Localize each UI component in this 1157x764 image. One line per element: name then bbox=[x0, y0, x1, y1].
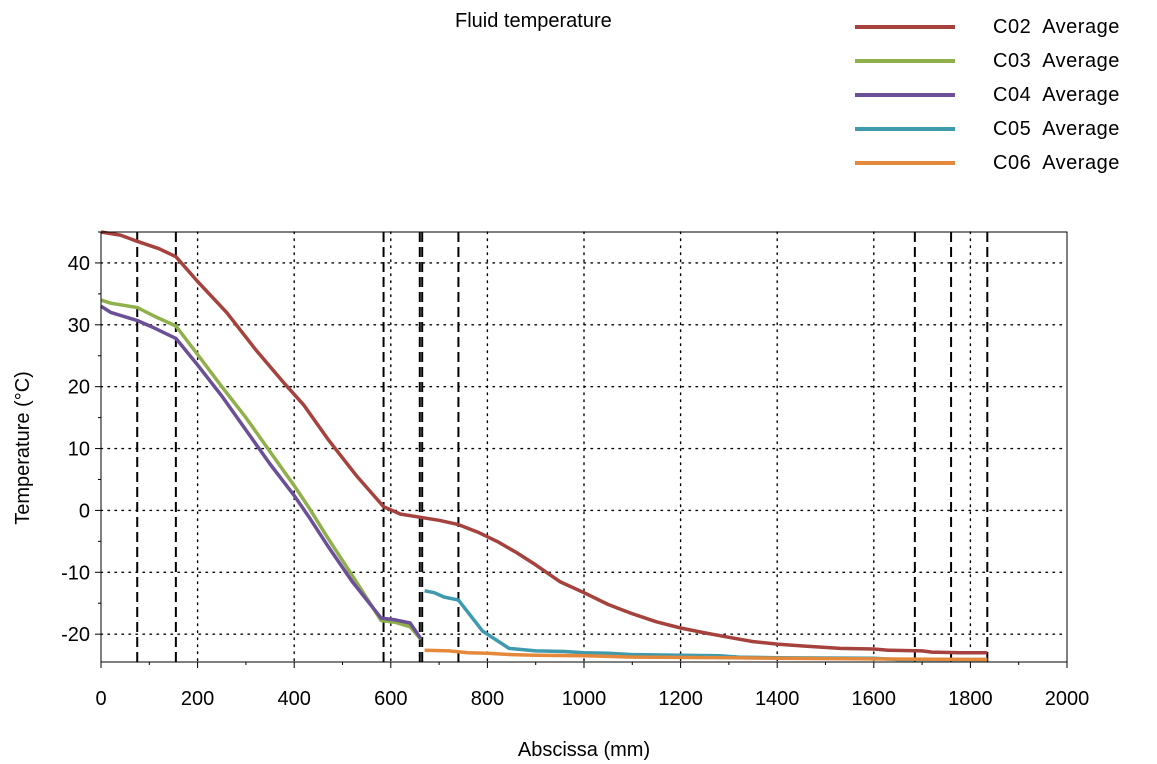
y-axis-label: Temperature (°C) bbox=[12, 371, 34, 525]
y-tick-label-0: 0 bbox=[79, 500, 90, 522]
x-tick-label-2000: 2000 bbox=[1045, 688, 1090, 710]
x-tick-label-1400: 1400 bbox=[755, 688, 800, 710]
x-tick-label-200: 200 bbox=[181, 688, 214, 710]
x-tick-label-1200: 1200 bbox=[658, 688, 703, 710]
x-tick-label-1800: 1800 bbox=[948, 688, 993, 710]
legend-label-c02: C02 Average bbox=[993, 15, 1120, 38]
axis-ticks bbox=[95, 231, 1068, 668]
x-tick-label-800: 800 bbox=[471, 688, 504, 710]
y-tick-label-20: 20 bbox=[68, 377, 90, 399]
y-tick-label-10: 10 bbox=[68, 439, 90, 461]
chart-title: Fluid temperature bbox=[455, 10, 612, 32]
y-tick-label-30: 30 bbox=[68, 315, 90, 337]
legend-item-c04: C04 Average bbox=[855, 78, 1120, 112]
x-tick-label-600: 600 bbox=[374, 688, 407, 710]
legend-label-c03: C03 Average bbox=[993, 49, 1120, 72]
series-line-c03 bbox=[100, 298, 423, 641]
series-lines bbox=[100, 230, 988, 662]
legend-swatch-c02 bbox=[855, 25, 955, 29]
legend-label-c05: C05 Average bbox=[993, 117, 1120, 140]
y-tick-label--20: -20 bbox=[61, 624, 90, 646]
x-axis-label: Abscissa (mm) bbox=[518, 739, 650, 761]
legend-item-c06: C06 Average bbox=[855, 146, 1120, 180]
x-tick-label-1600: 1600 bbox=[852, 688, 897, 710]
legend: C02 Average C03 Average C04 Average C05 … bbox=[855, 10, 1120, 180]
section-markers bbox=[136, 232, 989, 662]
x-tick-label-400: 400 bbox=[278, 688, 311, 710]
legend-label-c06: C06 Average bbox=[993, 151, 1120, 174]
x-tick-label-0: 0 bbox=[95, 688, 106, 710]
series-line-c02 bbox=[100, 230, 988, 655]
legend-item-c02: C02 Average bbox=[855, 10, 1120, 44]
legend-swatch-c04 bbox=[855, 93, 955, 97]
legend-item-c03: C03 Average bbox=[855, 44, 1120, 78]
series-line-c06 bbox=[424, 648, 988, 662]
grid-lines bbox=[100, 231, 1068, 663]
tick-labels: 0 200 400 600 800 1000 1200 1400 1600 1800 2000-20… bbox=[61, 253, 1089, 710]
y-tick-label-40: 40 bbox=[68, 253, 90, 275]
legend-swatch-c03 bbox=[855, 59, 955, 63]
x-tick-label-1000: 1000 bbox=[562, 688, 607, 710]
legend-swatch-c05 bbox=[855, 127, 955, 131]
legend-swatch-c06 bbox=[855, 161, 955, 165]
legend-item-c05: C05 Average bbox=[855, 112, 1120, 146]
legend-label-c04: C04 Average bbox=[993, 83, 1120, 106]
series-line-c04 bbox=[100, 304, 423, 640]
y-tick-label--10: -10 bbox=[61, 562, 90, 584]
